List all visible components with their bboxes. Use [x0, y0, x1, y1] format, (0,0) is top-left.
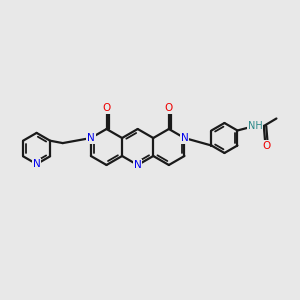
- Text: N: N: [134, 160, 142, 170]
- Text: N: N: [33, 159, 41, 169]
- Text: O: O: [165, 103, 173, 113]
- Text: NH: NH: [248, 121, 263, 131]
- Text: O: O: [263, 140, 271, 151]
- Text: N: N: [181, 133, 188, 143]
- Text: N: N: [87, 133, 95, 143]
- Text: O: O: [102, 103, 111, 113]
